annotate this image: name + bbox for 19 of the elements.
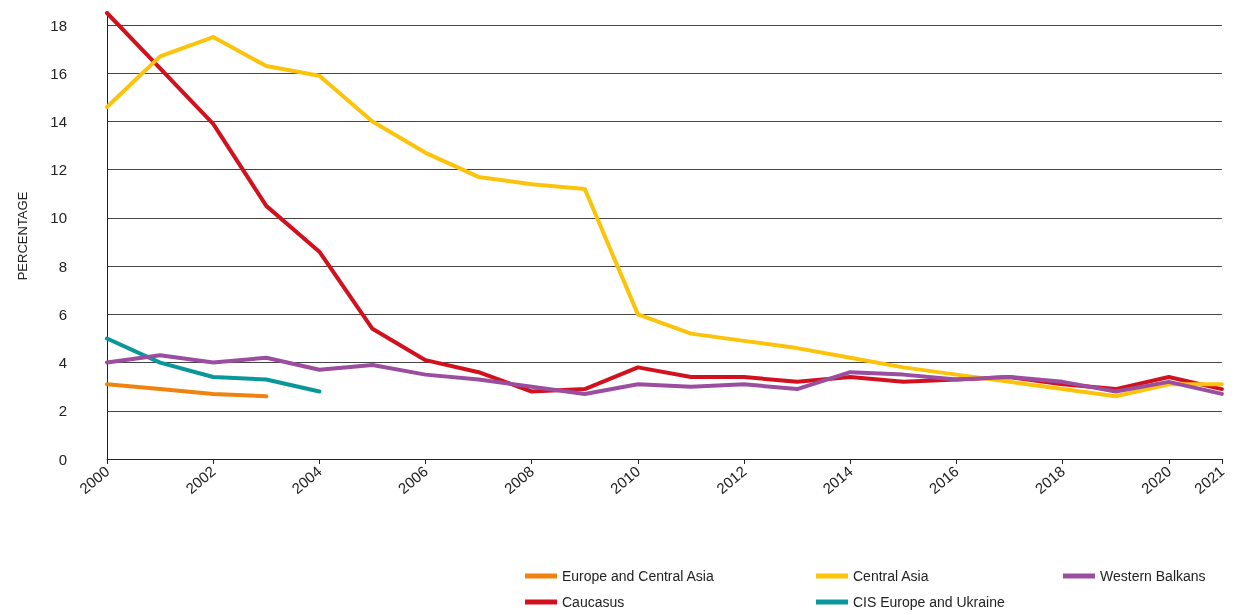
- y-tick-label: 6: [58, 305, 67, 323]
- legend-label: Caucasus: [562, 594, 625, 610]
- y-tick-label: 18: [50, 16, 67, 34]
- legend-label: CIS Europe and Ukraine: [853, 594, 1005, 610]
- line-series: [105, 353, 1224, 396]
- y-tick-label: 4: [58, 354, 67, 372]
- y-tick-label: 12: [50, 161, 67, 179]
- legend-label: Europe and Central Asia: [562, 568, 714, 584]
- line-series: [105, 382, 269, 399]
- y-tick-label: 14: [50, 112, 67, 130]
- line-series: [105, 336, 322, 394]
- y-tick-label: 2: [58, 402, 67, 420]
- legend-label: Western Balkans: [1100, 568, 1206, 584]
- y-tick-label: 8: [58, 257, 67, 275]
- y-axis-title: PERCENTAGE: [15, 191, 30, 281]
- y-tick-label: 10: [50, 209, 67, 227]
- y-tick-label: 0: [58, 450, 67, 468]
- y-tick-label: 16: [50, 64, 67, 82]
- legend-label: Central Asia: [853, 568, 929, 584]
